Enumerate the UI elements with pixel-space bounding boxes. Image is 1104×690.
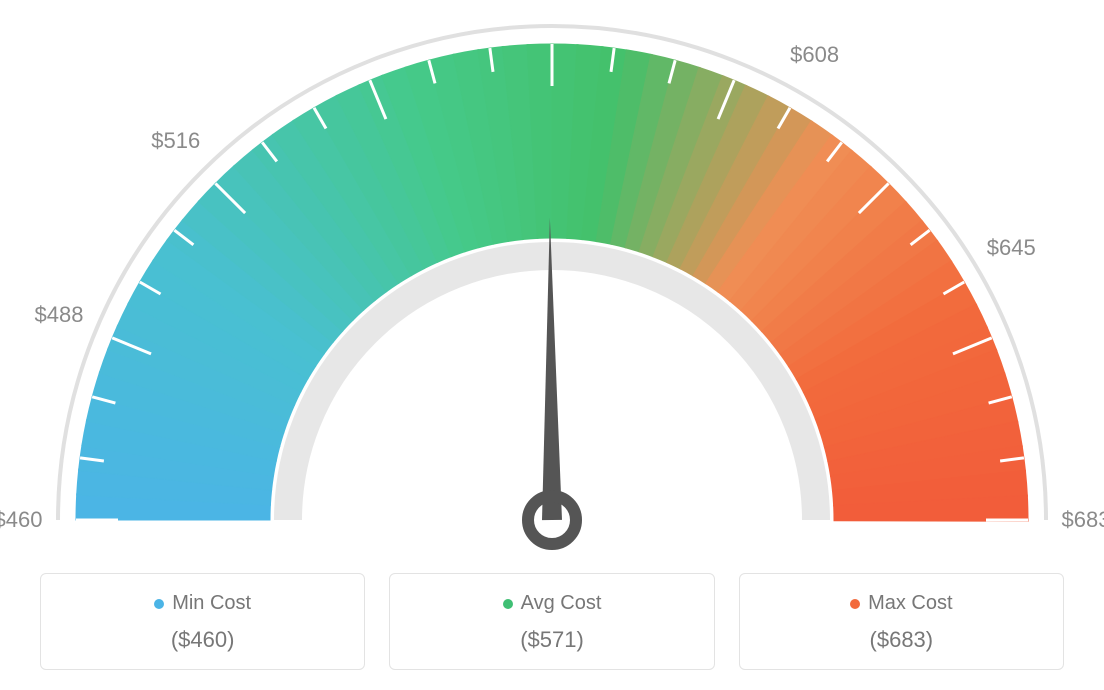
gauge-tick-label: $488: [35, 302, 84, 328]
legend-dot-avg: [503, 599, 513, 609]
legend-card-avg: Avg Cost ($571): [389, 573, 714, 670]
legend-title-avg: Avg Cost: [503, 592, 602, 615]
legend-dot-max: [850, 599, 860, 609]
legend-dot-min: [154, 599, 164, 609]
legend-card-max: Max Cost ($683): [739, 573, 1064, 670]
legend-value-avg: ($571): [400, 627, 703, 653]
gauge-svg: [0, 0, 1104, 560]
legend-label: Min Cost: [172, 592, 251, 615]
legend-row: Min Cost ($460) Avg Cost ($571) Max Cost…: [40, 573, 1064, 670]
gauge-tick-label: $516: [151, 128, 200, 154]
legend-card-min: Min Cost ($460): [40, 573, 365, 670]
gauge-tick-label: $460: [0, 507, 42, 533]
legend-title-min: Min Cost: [154, 592, 251, 615]
gauge-area: $460$488$516$571$608$645$683: [0, 0, 1104, 560]
legend-title-max: Max Cost: [850, 592, 952, 615]
cost-gauge-chart: $460$488$516$571$608$645$683 Min Cost ($…: [0, 0, 1104, 690]
gauge-tick-label: $645: [987, 235, 1036, 261]
legend-label: Avg Cost: [521, 592, 602, 615]
legend-label: Max Cost: [868, 592, 952, 615]
gauge-tick-label: $683: [1062, 507, 1104, 533]
gauge-tick-label: $608: [790, 42, 839, 68]
legend-value-min: ($460): [51, 627, 354, 653]
legend-value-max: ($683): [750, 627, 1053, 653]
